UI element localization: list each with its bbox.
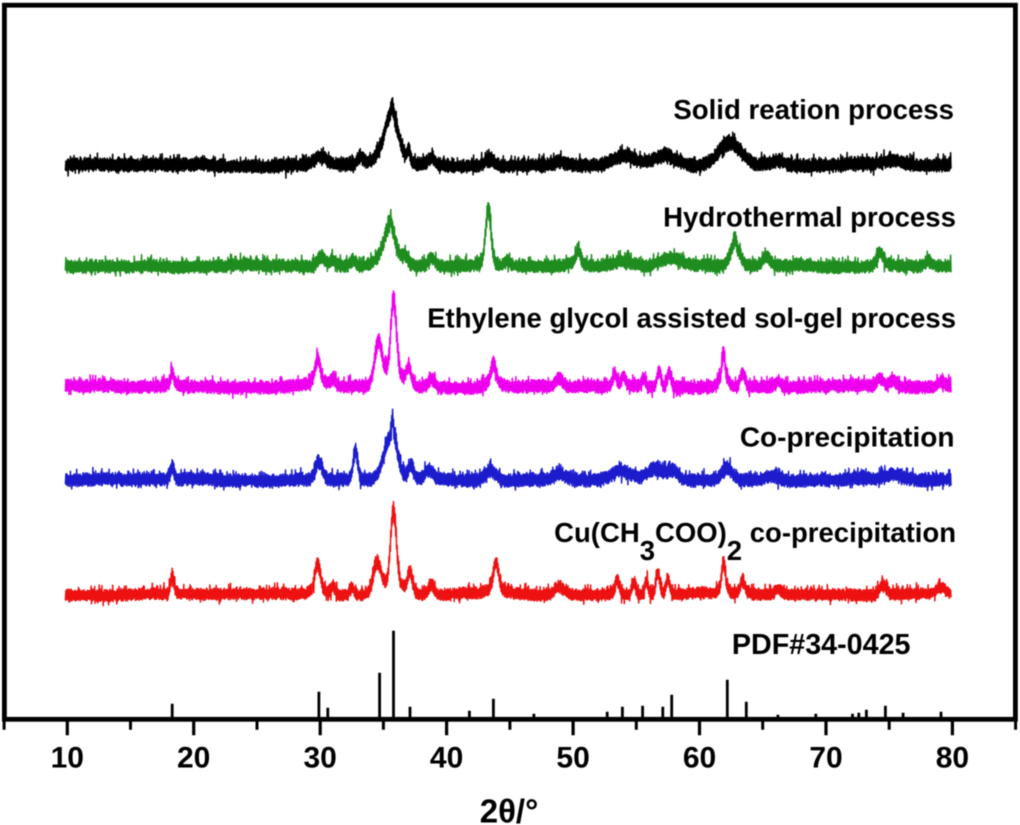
svg-text:60: 60 (683, 742, 716, 775)
svg-text:20: 20 (177, 742, 210, 775)
svg-text:2θ/°: 2θ/° (480, 793, 539, 825)
svg-text:Solid reation process: Solid reation process (673, 94, 954, 125)
svg-text:30: 30 (304, 742, 337, 775)
svg-text:50: 50 (556, 742, 589, 775)
svg-text:PDF#34-0425: PDF#34-0425 (732, 629, 911, 661)
svg-text:Hydrothermal process: Hydrothermal process (663, 202, 956, 233)
svg-text:Ethylene glycol assisted sol-g: Ethylene glycol assisted sol-gel process (427, 303, 956, 334)
svg-text:10: 10 (51, 742, 84, 775)
svg-text:40: 40 (430, 742, 463, 775)
svg-text:70: 70 (809, 742, 842, 775)
svg-text:Co-precipitation: Co-precipitation (740, 422, 955, 453)
svg-text:80: 80 (936, 742, 969, 775)
